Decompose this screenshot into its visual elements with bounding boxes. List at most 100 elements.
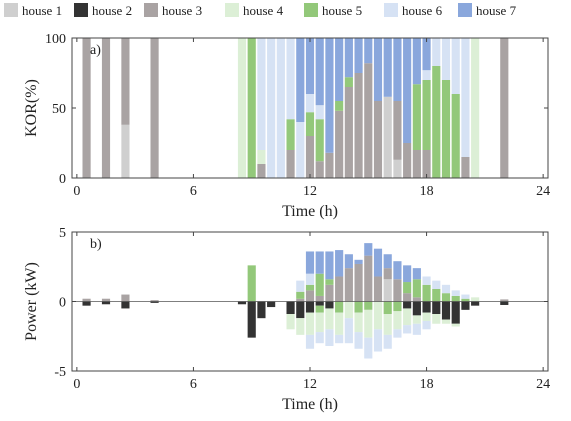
- bar-house-4-t16_5: [393, 311, 402, 330]
- bar-house-2-t19_5: [451, 301, 460, 324]
- bar-house-1-t16_5: [393, 159, 402, 178]
- bar-house-7-t14: [344, 254, 353, 269]
- bar-house-3-t18: [422, 150, 431, 178]
- bar-house-4-t20_5: [471, 38, 480, 178]
- panel-label: b): [90, 237, 102, 252]
- bar-house-5-t11: [286, 119, 295, 150]
- x-axis-label: Time (h): [282, 396, 338, 413]
- bar-house-4-t12: [305, 312, 315, 335]
- x-tick-label: 6: [190, 184, 197, 199]
- bar-house-1-t16: [383, 96, 392, 178]
- bar-house-3-t12_5: [315, 161, 324, 178]
- bar-house-5-t18_5: [432, 66, 441, 178]
- legend-swatch-house-6: [384, 3, 398, 17]
- bar-house-2-t19: [441, 301, 451, 320]
- bar-house-6-t11_5: [296, 280, 305, 292]
- bar-house-2-t12: [305, 301, 315, 313]
- bar-house-4-t20_5: [471, 297, 480, 302]
- bar-house-7-t13_5: [335, 250, 344, 277]
- bar-house-3-t14_5: [354, 73, 363, 178]
- bar-house-7-t14_5: [354, 259, 363, 264]
- bar-house-5-t12: [305, 112, 315, 136]
- bar-house-5-t19: [441, 293, 451, 302]
- bar-house-6-t14_5: [354, 332, 363, 349]
- legend-label-house-1: house 1: [22, 3, 62, 18]
- bar-house-7-t12: [305, 38, 315, 94]
- bar-house-2-t10: [267, 301, 276, 308]
- y-tick-label: 5: [59, 226, 66, 241]
- bar-house-7-t15_5: [373, 38, 383, 101]
- x-tick-label: 18: [420, 184, 434, 199]
- bar-house-7-t13: [325, 251, 334, 280]
- bar-house-3-t2_5: [121, 294, 130, 302]
- bar-house-2-t12_5: [315, 301, 324, 306]
- x-tick-label: 6: [190, 377, 197, 392]
- bar-house-3-t14_5: [354, 263, 363, 302]
- bar-house-5-t15: [364, 301, 373, 310]
- bar-house-6-t18: [422, 276, 431, 285]
- bar-house-5-t16: [383, 301, 392, 315]
- legend-swatch-house-4: [225, 3, 239, 17]
- panel-label: a): [90, 43, 101, 58]
- bar-house-7-t16_5: [393, 38, 402, 101]
- bar-house-5-t17: [403, 282, 412, 294]
- bar-house-2-t22: [500, 301, 509, 305]
- bar-house-6-t13_5: [335, 334, 344, 344]
- bar-house-6-t12_5: [315, 105, 324, 120]
- bar-house-4-t14: [344, 301, 353, 319]
- bar-house-6-t9_5: [257, 38, 266, 150]
- bar-house-7-t17_5: [412, 38, 421, 85]
- bar-house-5-t9: [247, 265, 256, 302]
- legend: house 1 house 2 house 3 house 4 house 5 house…: [4, 3, 517, 18]
- bar-house-3-t1_5: [101, 38, 111, 178]
- bar-house-5-t14: [344, 77, 353, 87]
- legend-swatch-house-2: [74, 3, 88, 17]
- bar-house-2-t0_5: [82, 301, 91, 306]
- bar-house-2-t17: [403, 301, 412, 309]
- bar-house-5-t9: [247, 38, 256, 178]
- bar-house-5-t17_5: [412, 279, 421, 298]
- bar-house-4-t18_5: [432, 314, 441, 324]
- bar-house-5-t13: [325, 279, 334, 285]
- bar-house-4-t17_5: [412, 315, 421, 324]
- bar-house-6-t19: [441, 38, 451, 80]
- legend-label-house-4: house 4: [243, 3, 284, 18]
- bar-house-4-t12_5: [315, 312, 324, 333]
- bar-house-4-t16: [383, 314, 392, 335]
- bar-house-4-t18: [422, 312, 431, 321]
- y-axis-label: Power (kW): [23, 262, 40, 341]
- legend-label-house-2: house 2: [92, 3, 132, 18]
- bar-house-2-t18: [422, 301, 431, 313]
- bar-house-3-t0_5: [82, 298, 91, 302]
- bar-house-7-t11_5: [296, 38, 305, 122]
- bar-house-4-t15: [364, 309, 373, 338]
- bar-house-5-t16_5: [393, 301, 402, 312]
- bar-house-6-t18_5: [432, 38, 441, 66]
- bar-house-4-t19: [441, 319, 451, 324]
- legend-label-house-7: house 7: [476, 3, 517, 18]
- bar-house-5-t11_5: [296, 291, 305, 299]
- bar-house-3-t17_5: [412, 150, 421, 178]
- bar-house-6-t10: [267, 38, 276, 178]
- bar-house-6-t20: [461, 294, 470, 299]
- bar-house-3-t15: [364, 63, 373, 179]
- bar-house-4-t13_5: [335, 312, 344, 335]
- bar-house-3-t17: [403, 293, 412, 302]
- bar-house-2-t8_5: [237, 301, 247, 305]
- bar-house-3-t13: [325, 152, 334, 178]
- x-tick-label: 18: [420, 377, 434, 392]
- legend-label-house-5: house 5: [322, 3, 362, 18]
- bar-house-3-t15_5: [373, 101, 383, 178]
- bar-house-5-t18_5: [432, 288, 441, 302]
- panel-a-kor: 0 6 12 18 24 0 50 100 a) Time (h) KOR(%): [23, 32, 550, 220]
- bar-house-4-t11: [286, 314, 295, 330]
- bar-house-6-t11: [286, 38, 295, 120]
- bar-house-3-t16_5: [393, 279, 402, 302]
- bar-house-6-t10_5: [276, 38, 285, 178]
- bar-house-3-t22: [500, 299, 509, 302]
- bar-house-3-t20: [461, 157, 470, 178]
- bar-house-7-t17: [403, 265, 412, 283]
- bar-house-4-t9_5: [257, 150, 266, 164]
- bar-house-6-t19: [441, 284, 451, 294]
